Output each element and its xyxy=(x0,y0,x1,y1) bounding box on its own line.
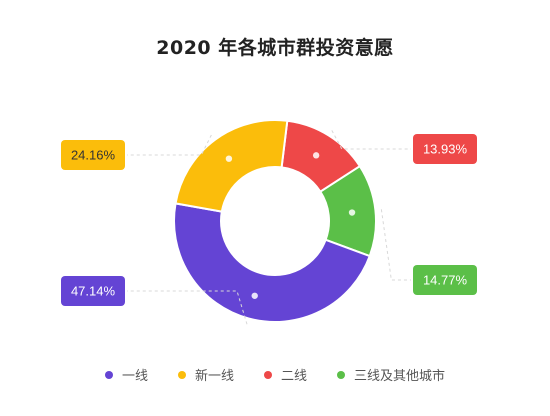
slice-tier1[interactable] xyxy=(173,202,372,323)
legend-dot-new-tier1 xyxy=(177,370,186,379)
label-tier2: 13.93% xyxy=(423,142,468,157)
label-tier1: 47.14% xyxy=(71,284,116,299)
legend-label-new-tier1: 新一线 xyxy=(194,369,234,384)
label-tier1-box xyxy=(61,276,125,306)
legend-label-tier2: 二线 xyxy=(281,369,308,384)
label-tier2-leader xyxy=(331,130,411,150)
chart-legend: 一线 新一线 二线 三线及其他城市 xyxy=(0,365,550,384)
label-new-tier1: 24.16% xyxy=(71,148,116,163)
legend-label-tier3-other: 三线及其他城市 xyxy=(354,369,446,384)
legend-dot-tier3-other xyxy=(337,370,346,379)
label-tier3-other: 14.77% xyxy=(423,273,468,288)
legend-dot-tier1 xyxy=(104,370,113,379)
label-new-tier1-leader xyxy=(127,134,212,156)
slice-new-tier1-marker xyxy=(225,155,233,162)
slice-new-tier1[interactable] xyxy=(174,119,289,213)
label-tier3-other-leader xyxy=(380,209,411,281)
legend-item-tier1[interactable]: 一线 xyxy=(104,365,148,384)
slice-tier1-marker xyxy=(251,292,258,299)
chart-title: 2020 年各城市群投资意愿 xyxy=(156,37,394,59)
legend-item-new-tier1[interactable]: 新一线 xyxy=(177,365,234,384)
slice-tier3-other-marker xyxy=(348,209,356,216)
label-new-tier1-box xyxy=(61,140,125,170)
legend-item-tier3-other[interactable]: 三线及其他城市 xyxy=(337,365,445,384)
legend-dot-tier2 xyxy=(264,370,272,379)
legend-item-tier2[interactable]: 二线 xyxy=(264,365,307,384)
slice-tier2-marker xyxy=(312,152,320,159)
label-tier1-leader xyxy=(127,290,248,325)
label-tier2-box xyxy=(413,134,477,164)
legend-label-tier1: 一线 xyxy=(121,369,148,384)
label-tier3-other-box xyxy=(413,265,477,295)
